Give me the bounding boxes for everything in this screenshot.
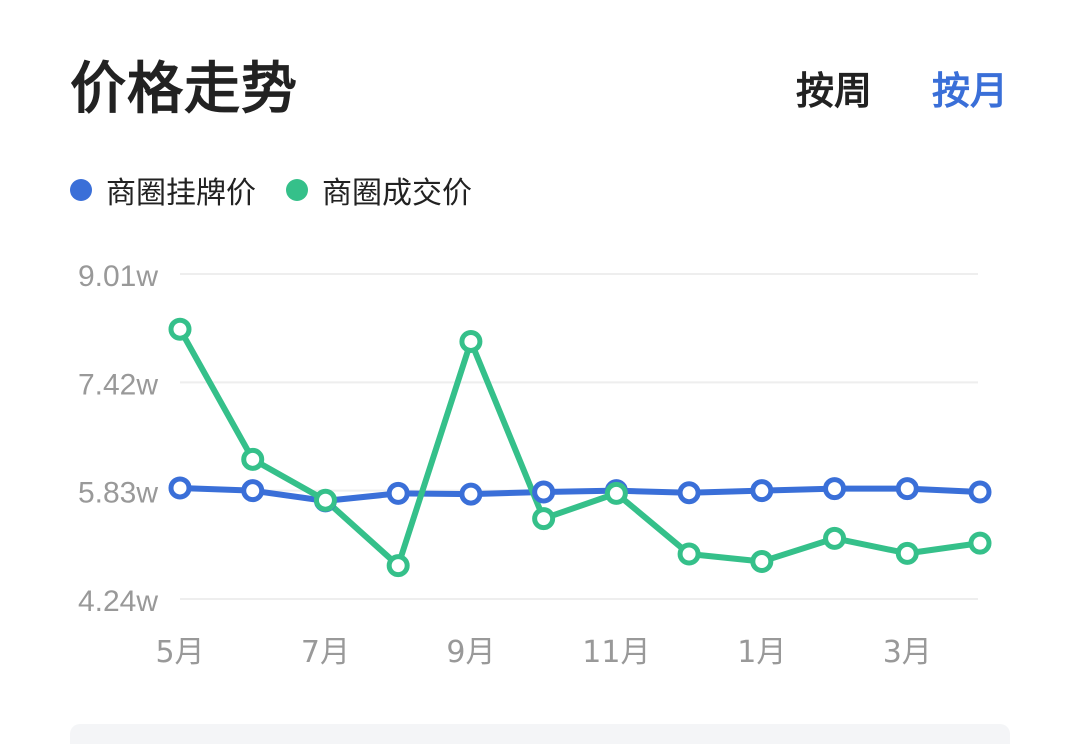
x-tick-label: 7月	[301, 635, 350, 670]
legend-label-deal: 商圈成交价	[322, 176, 472, 211]
data-point-listing	[168, 476, 192, 500]
data-point-deal	[241, 447, 265, 471]
data-point-deal	[168, 317, 192, 341]
data-point-deal	[677, 542, 701, 566]
y-tick-label: 5.83w	[78, 477, 158, 510]
data-point-deal	[459, 329, 483, 353]
data-point-deal	[532, 507, 556, 531]
data-point-listing	[677, 481, 701, 505]
series-line-listing	[177, 484, 983, 504]
data-point-listing	[895, 477, 919, 501]
legend-dot-deal	[286, 179, 308, 201]
price-trend-chart: 9.01w 7.42w 5.83w 4.24w 5月 7月 9月 11月 1月 3月	[78, 260, 992, 670]
y-tick-label: 7.42w	[78, 368, 158, 401]
legend-item-deal[interactable]: 商圈成交价	[286, 168, 472, 212]
x-tick-label: 3月	[883, 635, 932, 670]
data-point-deal	[313, 488, 337, 512]
x-tick-label: 5月	[155, 635, 204, 670]
legend-item-listing[interactable]: 商圈挂牌价	[70, 168, 256, 212]
data-point-listing	[750, 479, 774, 503]
x-tick-label: 1月	[737, 635, 786, 670]
data-point-deal	[895, 541, 919, 565]
legend-dot-listing	[70, 179, 92, 201]
y-tick-label: 9.01w	[78, 260, 158, 293]
x-tick-label: 11月	[582, 635, 650, 670]
data-point-deal	[604, 481, 628, 505]
data-point-deal	[750, 550, 774, 574]
legend-label-listing: 商圈挂牌价	[106, 176, 256, 211]
chart-legend: 商圈挂牌价 商圈成交价	[70, 168, 472, 212]
data-point-deal	[968, 531, 992, 555]
data-point-listing	[968, 480, 992, 504]
period-toggle-group: 按周 按月	[796, 60, 1008, 115]
data-point-listing	[386, 481, 410, 505]
toggle-by-week[interactable]: 按周	[795, 69, 872, 113]
data-point-deal	[386, 554, 410, 578]
chart-header: 价格走势 按周 按月	[70, 44, 1008, 124]
page-title: 价格走势	[70, 57, 298, 122]
data-point-listing	[823, 477, 847, 501]
toggle-by-month[interactable]: 按月	[931, 69, 1008, 113]
x-tick-label: 9月	[446, 635, 495, 670]
next-section-strip	[70, 724, 1010, 744]
data-point-deal	[823, 526, 847, 550]
series-line-deal	[177, 326, 983, 569]
data-point-listing	[459, 482, 483, 506]
data-point-listing	[241, 479, 265, 503]
y-tick-label: 4.24w	[78, 585, 158, 618]
data-point-listing	[532, 480, 556, 504]
